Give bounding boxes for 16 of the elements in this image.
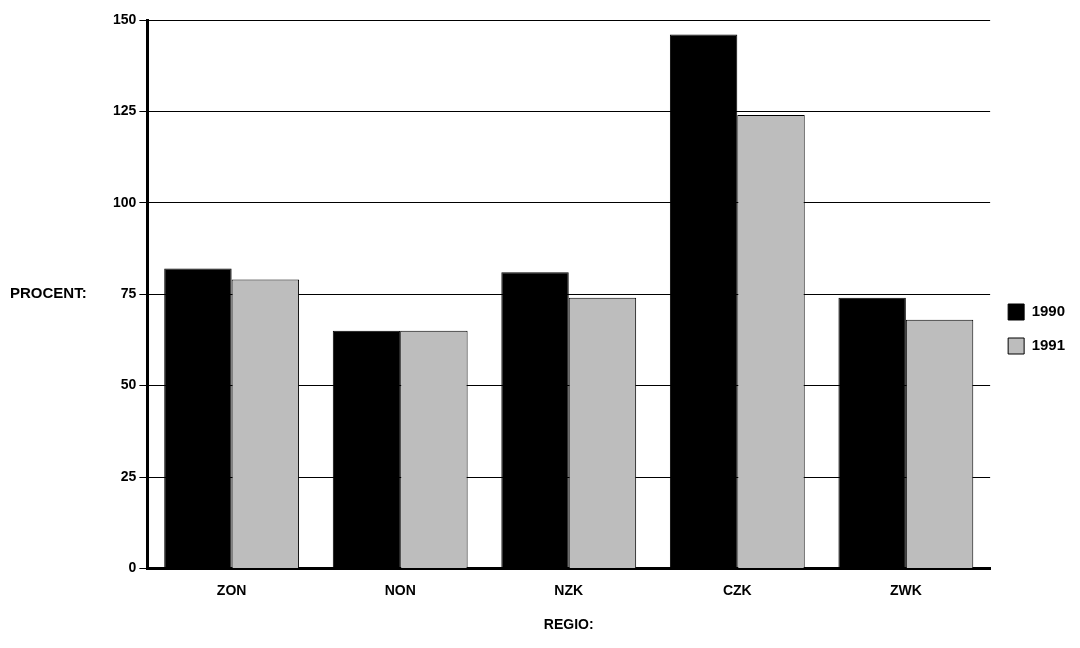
y-tick-label: 100 — [113, 193, 137, 210]
legend-label: 1991 — [1031, 336, 1066, 354]
y-tick-label: 25 — [120, 467, 137, 484]
x-tick-label: NZK — [554, 581, 584, 598]
y-tick-label: 125 — [113, 102, 137, 119]
x-tick-label: ZON — [216, 581, 247, 598]
x-tick-label: CZK — [722, 581, 752, 598]
x-tick-label: NON — [384, 581, 416, 598]
y-tick-label: 50 — [120, 376, 137, 393]
x-axis-title: REGIO: — [543, 616, 594, 633]
y-tick-label: 75 — [120, 285, 137, 302]
x-tick-label: ZWK — [889, 581, 922, 598]
legend-label: 1990 — [1031, 302, 1066, 320]
y-tick-label: 150 — [113, 10, 137, 27]
y-axis-title: PROCENT: — [10, 284, 87, 302]
y-tick-label: 0 — [128, 559, 137, 576]
